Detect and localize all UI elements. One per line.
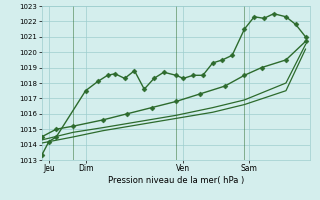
X-axis label: Pression niveau de la mer( hPa ): Pression niveau de la mer( hPa ) <box>108 176 244 185</box>
